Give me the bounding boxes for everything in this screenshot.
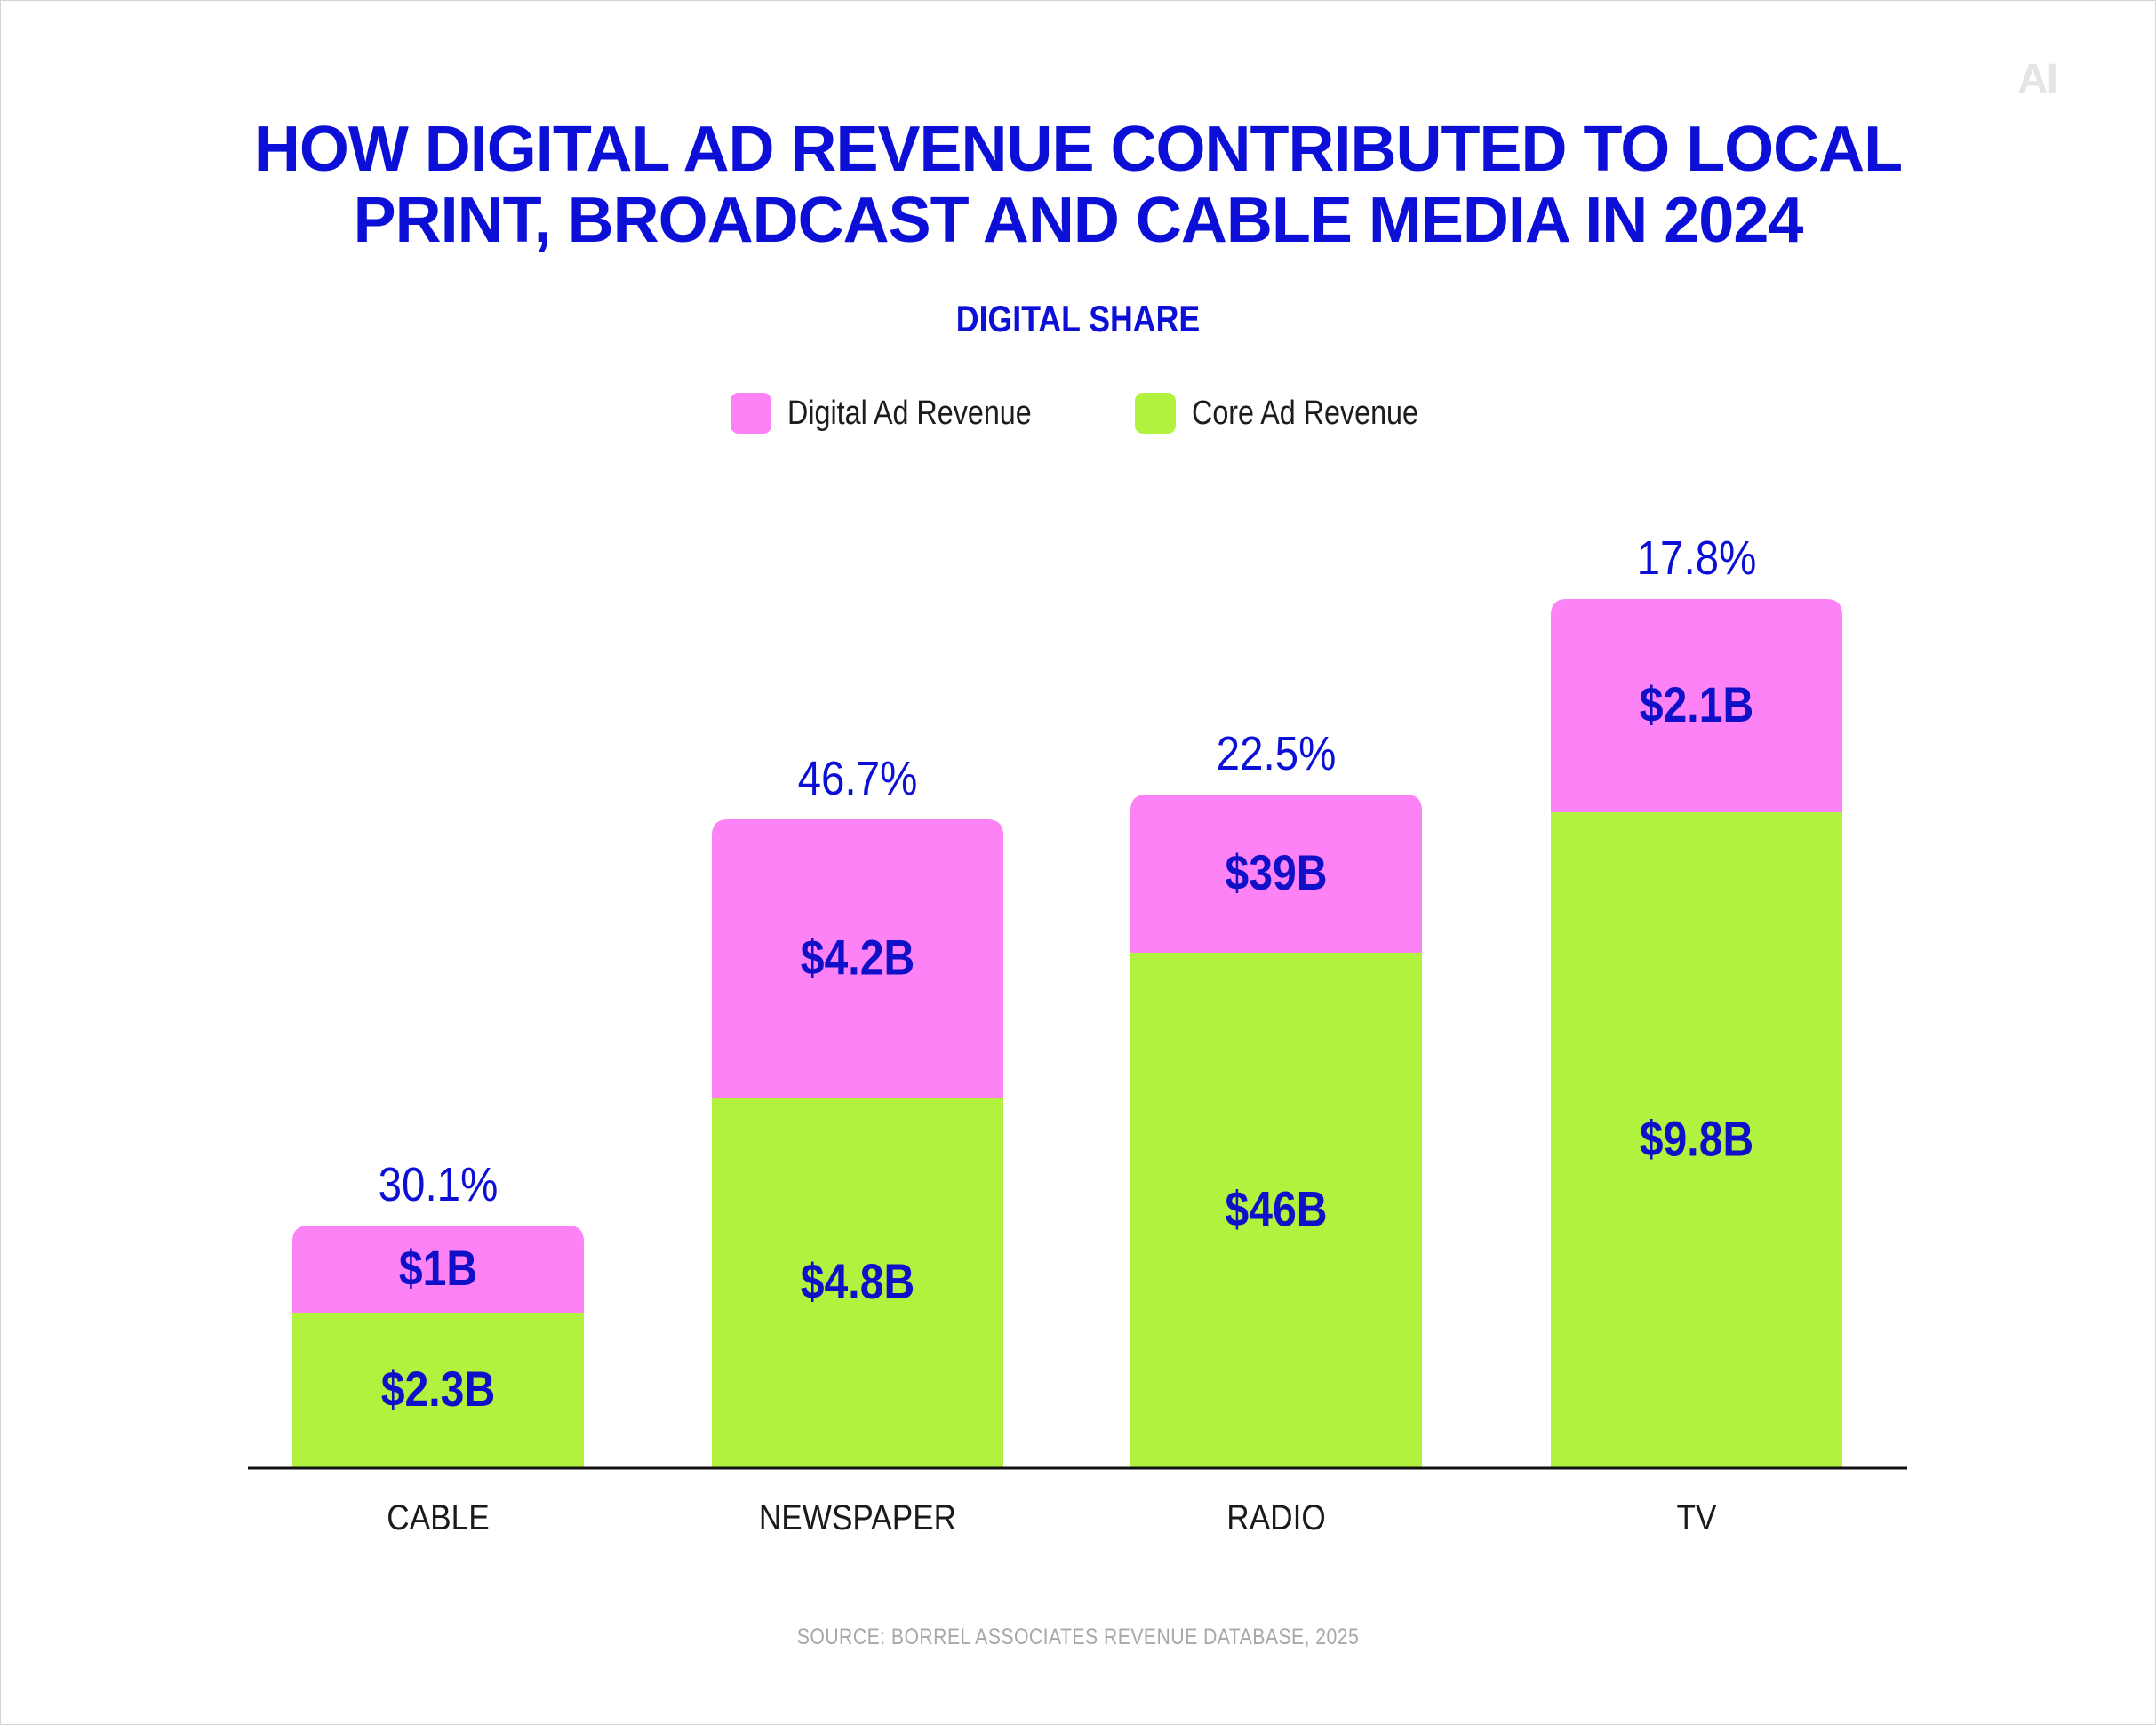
bar-core-cable xyxy=(292,1313,584,1467)
digital-share-label-cable: 30.1% xyxy=(379,1157,499,1211)
bar-digital-cable xyxy=(292,1226,584,1313)
chart-title-line-2: PRINT, BROADCAST AND CABLE MEDIA IN 2024 xyxy=(353,185,1804,256)
value-label-digital-radio: $39B xyxy=(1225,846,1327,901)
legend-label-digital: Digital Ad Revenue xyxy=(787,394,1032,432)
chart-subtitle: DIGITAL SHARE xyxy=(955,298,1201,339)
legend-swatch-digital xyxy=(731,393,771,434)
value-label-digital-tv: $2.1B xyxy=(1640,678,1753,733)
brand-logo: AI xyxy=(2017,56,2058,103)
source-note: SOURCE: BORREL ASSOCIATES REVENUE DATABA… xyxy=(796,1625,1360,1649)
bar-core-newspaper xyxy=(712,1098,1003,1467)
value-label-core-cable: $2.3B xyxy=(381,1362,495,1418)
value-label-core-newspaper: $4.8B xyxy=(801,1255,914,1310)
chart-title-line-1: HOW DIGITAL AD REVENUE CONTRIBUTED TO LO… xyxy=(253,114,1903,185)
chart-title: HOW DIGITAL AD REVENUE CONTRIBUTED TO LO… xyxy=(0,114,2156,256)
value-label-core-tv: $9.8B xyxy=(1640,1112,1753,1167)
bar-core-radio xyxy=(1130,953,1422,1467)
value-label-digital-cable: $1B xyxy=(399,1242,477,1297)
legend-item-digital: Digital Ad Revenue xyxy=(731,387,1074,440)
bar-digital-tv xyxy=(1551,599,1842,812)
legend-swatch-core xyxy=(1135,393,1176,434)
legend-item-core: Core Ad Revenue xyxy=(1135,387,1458,440)
category-label-radio: RADIO xyxy=(1226,1497,1325,1537)
digital-share-label-radio: 22.5% xyxy=(1217,726,1337,780)
legend: Digital Ad Revenue Core Ad Revenue xyxy=(0,387,2156,440)
bar-digital-newspaper xyxy=(712,819,1003,1098)
bar-core-tv xyxy=(1551,812,1842,1467)
bar-digital-radio xyxy=(1130,795,1422,953)
value-label-core-radio: $46B xyxy=(1225,1182,1327,1237)
digital-share-label-tv: 17.8% xyxy=(1637,531,1757,585)
legend-label-core: Core Ad Revenue xyxy=(1192,394,1418,432)
digital-share-label-newspaper: 46.7% xyxy=(798,751,918,805)
category-label-newspaper: NEWSPAPER xyxy=(759,1497,956,1537)
value-label-digital-newspaper: $4.2B xyxy=(801,930,914,986)
category-label-tv: TV xyxy=(1677,1497,1717,1537)
category-label-cable: CABLE xyxy=(387,1497,489,1537)
